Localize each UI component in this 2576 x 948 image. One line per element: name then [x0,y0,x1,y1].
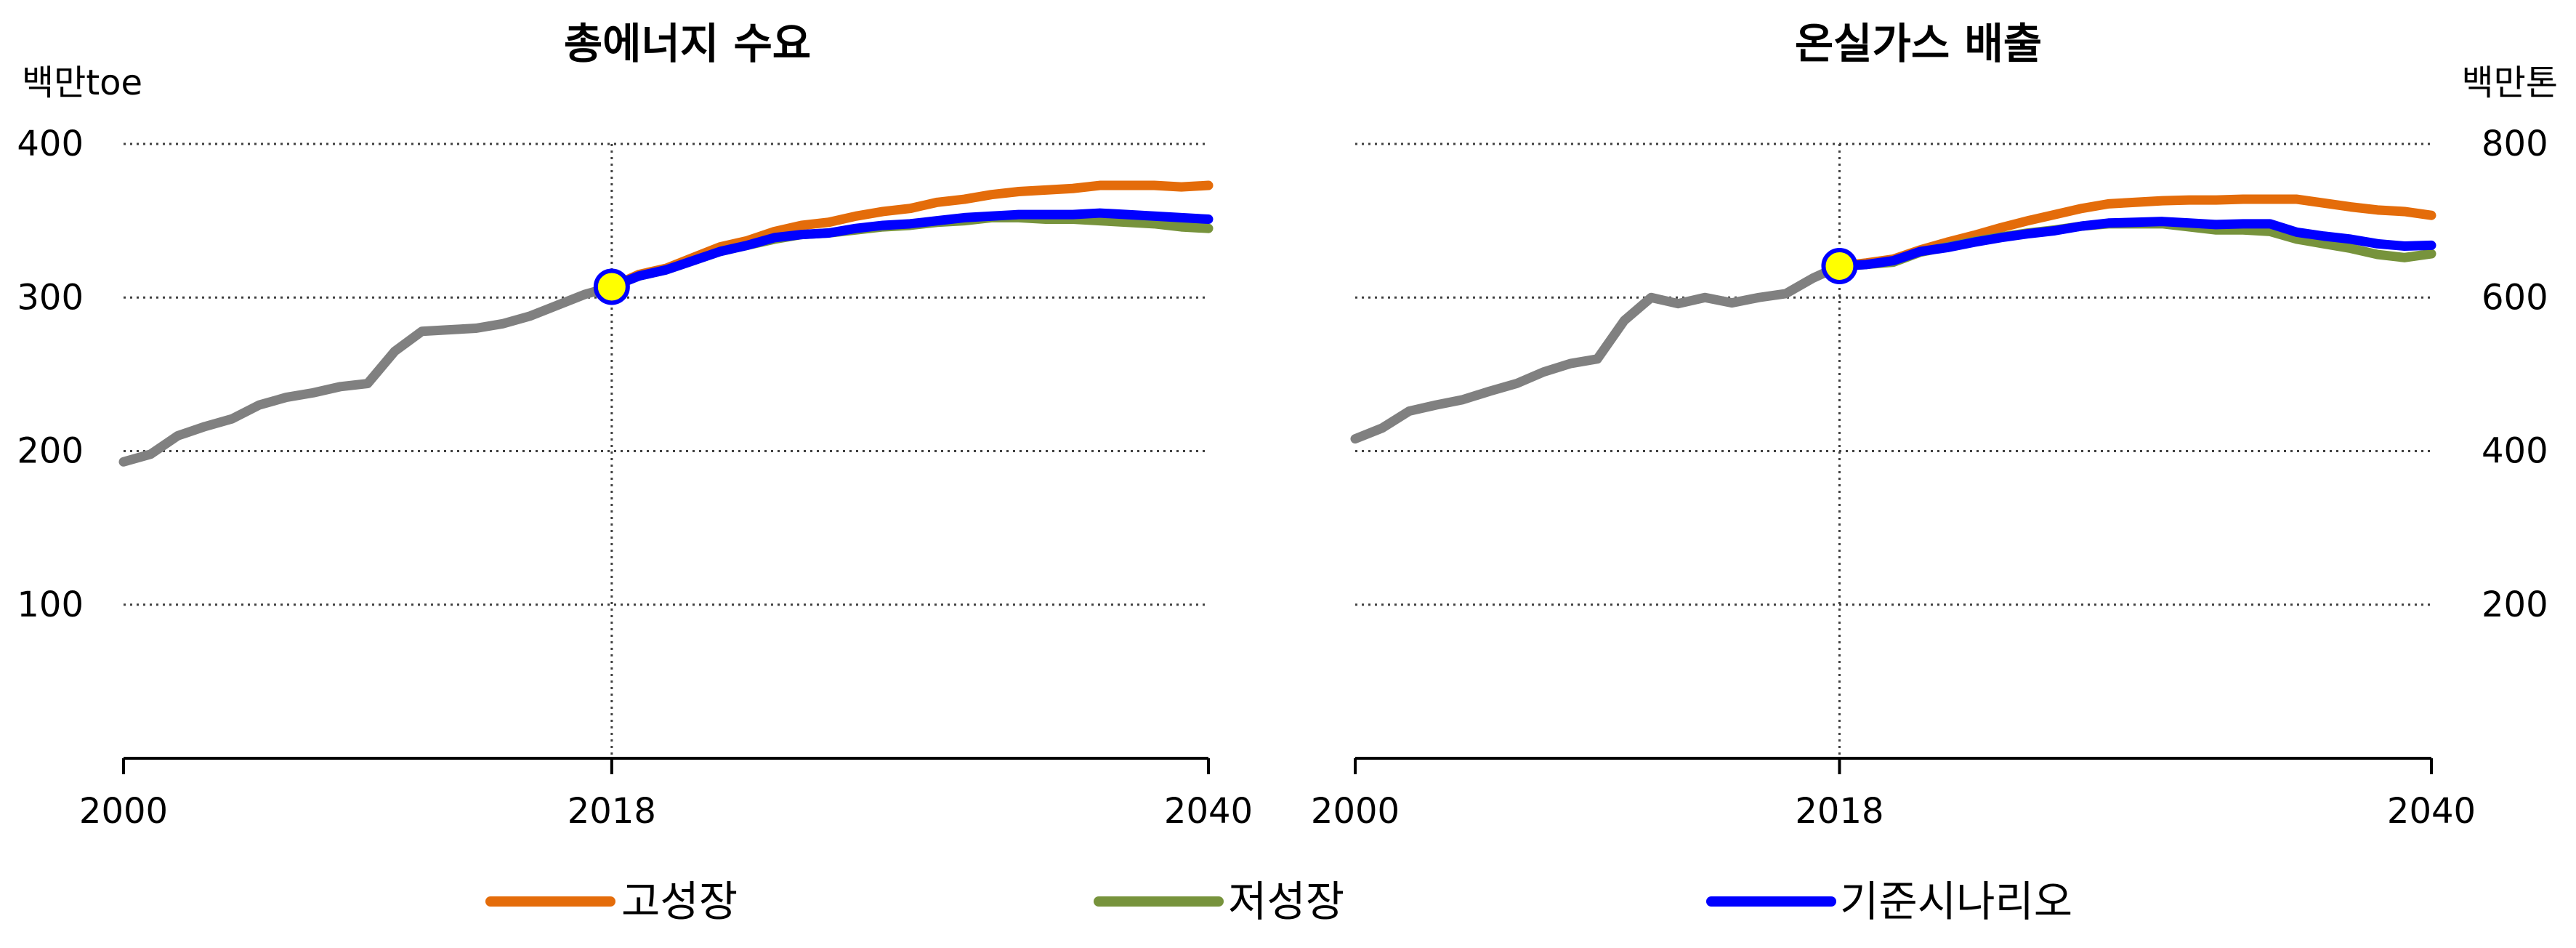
y-tick-label: 200 [17,431,84,472]
x-tick-label: 2040 [1164,791,1253,832]
base-year-marker [1821,247,1858,284]
y-axis-unit-label: 백만toe [22,63,142,103]
y-tick-label: 800 [2482,124,2548,164]
history-line [1350,261,1844,444]
legend: 고성장 저성장 기준시나리오 [485,877,2072,926]
y-tick-label: 300 [17,277,84,318]
base-year-marker [593,268,630,305]
chart-title: 온실가스 배출 [1795,19,2042,68]
series-line-base [607,208,1214,292]
y-tick-label: 600 [2482,277,2548,318]
history-line [118,281,617,467]
series-line-high [607,180,1214,292]
x-tick-label: 2018 [1795,791,1883,832]
legend-label-high: 고성장 [621,877,738,926]
y-tick-label: 400 [17,124,84,164]
y-tick-label: 200 [2482,585,2548,625]
x-tick-label: 2000 [1311,791,1400,832]
chart-title: 총에너지 수요 [564,19,811,68]
legend-label-base: 기준시나리오 [1840,877,2072,926]
series-line-high [1834,194,2436,271]
y-axis-unit-label: 백만톤 [2462,63,2558,103]
x-tick-label: 2000 [79,791,168,832]
series-line-base [1834,217,2436,271]
x-tick-label: 2040 [2387,791,2476,832]
legend-label-low: 저성장 [1228,877,1344,926]
x-tick-label: 2018 [568,791,656,832]
y-tick-label: 400 [2482,431,2548,472]
y-tick-label: 100 [17,585,84,625]
